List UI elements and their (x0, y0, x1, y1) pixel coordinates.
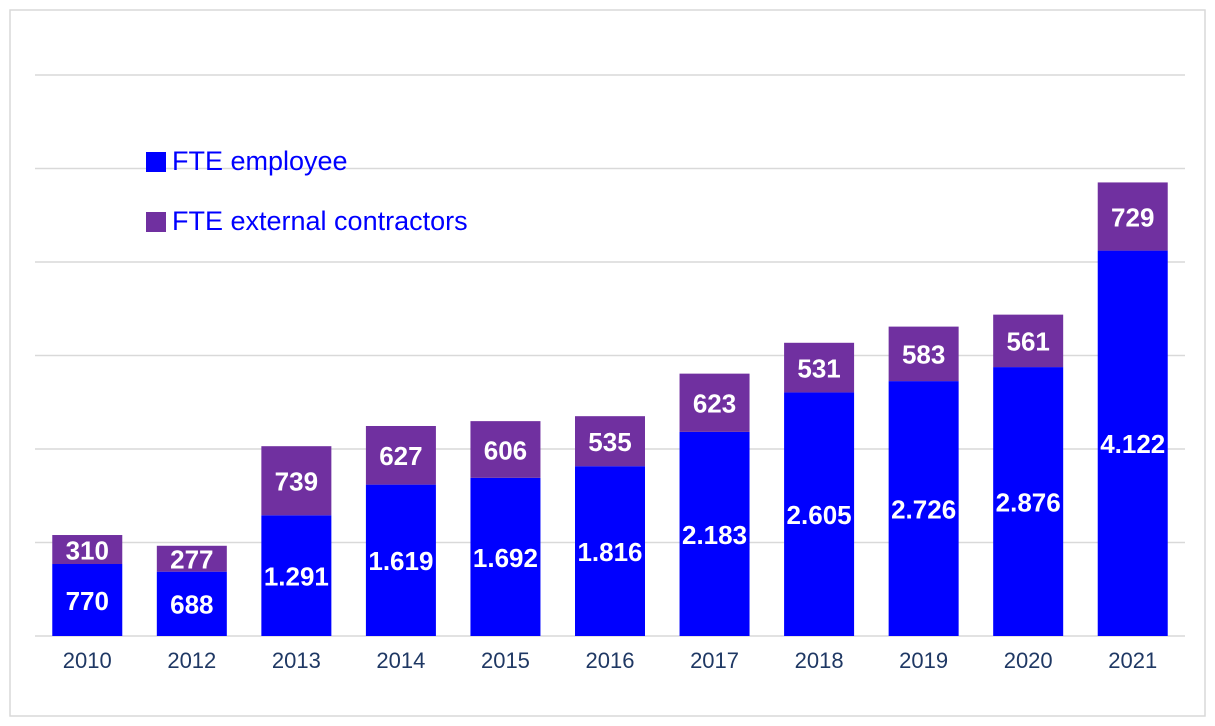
data-label: 1.816 (577, 537, 642, 567)
data-label: 627 (379, 441, 422, 471)
bar-segment (993, 367, 1064, 636)
data-label: 277 (170, 545, 213, 575)
x-tick-label: 2010 (63, 648, 112, 673)
bar-segment (470, 421, 541, 478)
data-label: 535 (588, 427, 631, 457)
data-label: 583 (902, 340, 945, 370)
bar-segment (679, 431, 750, 636)
x-tick-label: 2018 (795, 648, 844, 673)
bar-segment (993, 314, 1064, 368)
bar-segment (784, 342, 855, 393)
bar-segment (156, 545, 227, 572)
bar-segment (52, 535, 123, 565)
x-tick-label: 2019 (899, 648, 948, 673)
legend-label: FTE employee (172, 146, 348, 176)
data-label: 2.876 (996, 487, 1061, 517)
bar-segment (784, 392, 855, 636)
x-tick-label: 2012 (167, 648, 216, 673)
bar-segment (261, 446, 332, 516)
bar-segment (575, 416, 645, 467)
x-tick-label: 2013 (272, 648, 321, 673)
data-label: 2.726 (891, 494, 956, 524)
bar-segment (888, 326, 959, 382)
bar-segment (261, 515, 332, 636)
bar-segment (156, 571, 227, 636)
bar-segment (1097, 250, 1168, 636)
data-label: 623 (693, 389, 736, 419)
data-label: 770 (66, 586, 109, 616)
bar-segment (1097, 182, 1168, 251)
bar-segment (888, 381, 959, 636)
data-label: 2.183 (682, 520, 747, 550)
data-label: 1.692 (473, 543, 538, 573)
data-label: 310 (66, 535, 109, 565)
data-label: 561 (1006, 327, 1049, 357)
legend-swatch (146, 212, 166, 232)
x-tick-label: 2016 (586, 648, 635, 673)
data-label: 2.605 (787, 500, 852, 530)
legend-swatch (146, 152, 166, 172)
bar-segment (365, 425, 436, 485)
data-label: 1.619 (368, 546, 433, 576)
x-tick-label: 2015 (481, 648, 530, 673)
bar-segment (470, 477, 541, 636)
x-tick-label: 2014 (376, 648, 425, 673)
data-label: 1.291 (264, 562, 329, 592)
bar-segment (575, 466, 645, 636)
x-tick-label: 2020 (1004, 648, 1053, 673)
x-tick-label: 2017 (690, 648, 739, 673)
data-label: 729 (1111, 202, 1154, 232)
bar-segment (365, 484, 436, 636)
data-label: 4.122 (1100, 429, 1165, 459)
bar-segment (52, 564, 123, 636)
bar-segment (679, 373, 750, 432)
data-label: 739 (275, 467, 318, 497)
legend-label: FTE external contractors (172, 206, 468, 236)
data-label: 688 (170, 590, 213, 620)
data-label: 531 (797, 353, 840, 383)
data-label: 606 (484, 435, 527, 465)
x-tick-label: 2021 (1108, 648, 1157, 673)
